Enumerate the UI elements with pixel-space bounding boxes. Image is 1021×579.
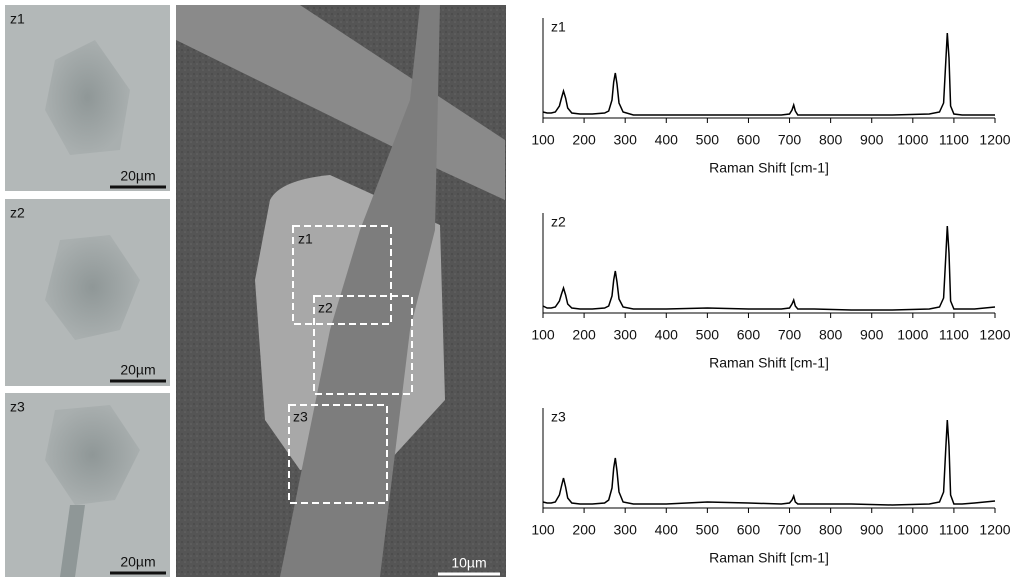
particle [45,40,130,155]
fiber [60,505,85,577]
chart-label: z3 [551,409,566,425]
optical-panels [5,5,170,577]
region-box [313,295,413,395]
spectrum-line [542,225,996,311]
x-tick-label: 400 [655,132,679,148]
x-tick-label: 700 [778,132,802,148]
panel-label: z1 [10,11,25,27]
x-tick-label: 300 [614,522,638,538]
optical-labels: z1 20µm z2 20µm z3 20µm [10,11,166,575]
x-tick-label: 500 [696,522,720,538]
scale-label: 20µm [120,554,155,570]
x-tick-label: 1000 [897,327,928,343]
x-tick-label: 400 [655,327,679,343]
x-tick-label: 600 [737,132,761,148]
x-axis-label: Raman Shift [cm-1] [709,550,829,566]
scale-label: 10µm [451,555,486,571]
x-tick-label: 300 [614,327,638,343]
x-tick-label: 600 [737,522,761,538]
x-tick-label: 400 [655,522,679,538]
sem-image: z1 z2 z3 10µm [176,5,506,577]
x-tick-label: 200 [572,327,596,343]
x-tick-label: 700 [778,522,802,538]
x-tick-label: 800 [819,327,843,343]
x-tick-label: 900 [860,132,884,148]
x-tick-label: 100 [531,327,555,343]
x-axis-label: Raman Shift [cm-1] [709,160,829,176]
x-tick-label: 100 [531,522,555,538]
x-tick-label: 500 [696,132,720,148]
x-axis-label: Raman Shift [cm-1] [709,355,829,371]
panel-label: z2 [10,205,25,221]
spectrum-line [542,32,995,116]
chart-label: z2 [551,214,566,230]
particle [45,235,140,340]
x-tick-label: 200 [572,522,596,538]
x-tick-label: 1000 [897,132,928,148]
scale-label: 20µm [120,362,155,378]
fiber [280,5,440,577]
x-tick-label: 1100 [939,327,969,343]
x-tick-label: 1200 [979,327,1010,343]
x-tick-label: 1000 [897,522,928,538]
x-tick-label: 700 [778,327,802,343]
chart-label: z1 [551,19,566,35]
x-tick-label: 1100 [939,132,969,148]
region-box [288,404,388,504]
x-tick-label: 900 [860,327,884,343]
region-label: z2 [318,300,333,316]
x-tick-label: 500 [696,327,720,343]
x-tick-label: 800 [819,522,843,538]
particle [45,405,140,505]
scale-label: 20µm [120,168,155,184]
x-tick-label: 300 [614,132,638,148]
x-tick-label: 800 [819,132,843,148]
x-tick-label: 600 [737,327,761,343]
x-tick-label: 1200 [979,522,1010,538]
x-tick-label: 1200 [979,132,1010,148]
x-tick-label: 1100 [939,522,969,538]
region-label: z3 [293,409,308,425]
region-label: z1 [298,231,313,247]
panel-label: z3 [10,399,25,415]
region-box [292,225,392,325]
x-tick-label: 100 [531,132,555,148]
spectrum-line [542,419,996,506]
x-tick-label: 900 [860,522,884,538]
x-tick-label: 200 [572,132,596,148]
